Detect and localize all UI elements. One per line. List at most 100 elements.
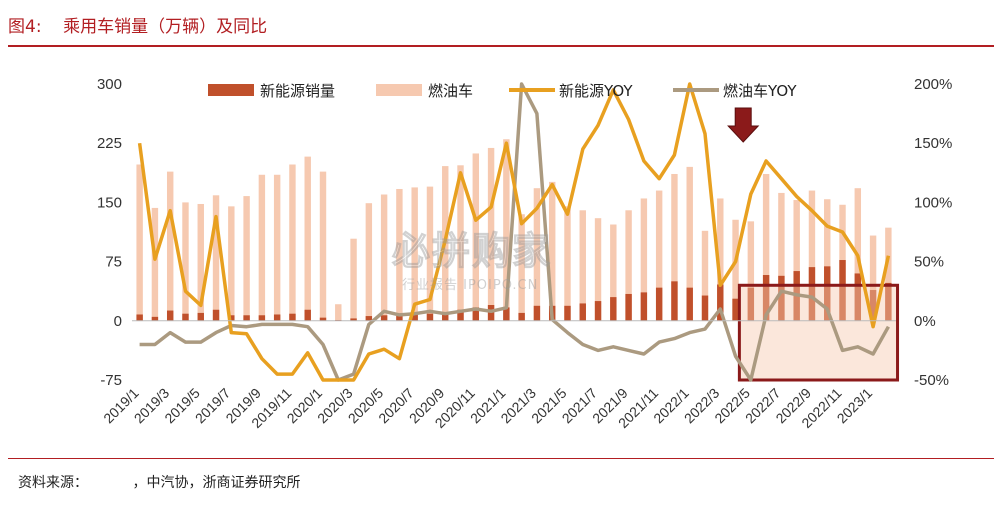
ev-bar [885, 282, 892, 321]
ice-bar [655, 190, 663, 321]
ev-bar [533, 305, 541, 321]
right-tick-label: 0% [914, 313, 936, 330]
ev-bar [625, 293, 632, 321]
figure-title-text: 乘用车销量（万辆）及同比 [63, 17, 268, 37]
ev-bar [671, 281, 678, 321]
ev-bar [869, 290, 877, 321]
sales-yoy-chart: 300225150750-75200%150%100%50%0%-50%2019… [97, 76, 952, 431]
legend: 新能源销量 燃油车 新能源YOY 燃油车YOY [208, 82, 797, 100]
ice-bar [579, 210, 586, 321]
right-tick-label: 50% [914, 254, 944, 271]
ev-bar [839, 260, 846, 321]
ev-bar [701, 295, 709, 321]
ice-bar [426, 186, 434, 321]
source-note: 资料来源： ，中汽协，浙商证券研究所 [18, 475, 301, 491]
ice-bar [518, 214, 525, 321]
down-arrow-icon [727, 107, 760, 143]
ice-bar [197, 203, 204, 321]
left-tick-label: 225 [97, 135, 122, 152]
ice-bar [258, 174, 266, 321]
ice-bar [824, 199, 831, 321]
ice-bar [350, 238, 357, 321]
ice-bar [869, 235, 877, 321]
ice-bar [778, 192, 785, 321]
watermark-main: 必拼购家 [391, 229, 553, 274]
ev-bar [717, 284, 724, 321]
ev-bar [472, 307, 480, 321]
ev-bar [411, 314, 418, 321]
ev-bar [778, 275, 785, 321]
legend-label: 燃油车 [428, 82, 473, 100]
ice-bar [136, 164, 143, 321]
ice-bar [396, 188, 403, 321]
legend-label: 新能源销量 [260, 82, 335, 100]
ice-bar [762, 173, 770, 321]
ev-bar [197, 312, 204, 321]
ice-bar [671, 173, 678, 321]
figure-title: 图4: 乘用车销量（万辆）及同比 [8, 12, 267, 37]
left-tick-label: 0 [114, 313, 122, 330]
ice-bar [487, 147, 495, 321]
ice-bar [793, 200, 800, 321]
ev-bar [564, 305, 571, 321]
ev-bar [824, 266, 831, 321]
ev-bar [365, 316, 373, 321]
ice-bar [533, 188, 541, 321]
legend-label: 燃油车YOY [723, 82, 797, 100]
ev-bar [166, 310, 174, 321]
ev-bar [273, 314, 281, 321]
ice-bar [182, 202, 189, 321]
ice-bar [610, 224, 617, 321]
ev-bar [151, 316, 159, 321]
legend-label: 新能源YOY [559, 82, 633, 100]
right-tick-label: 150% [914, 135, 952, 152]
ev-bar [579, 303, 586, 321]
right-tick-label: 200% [914, 76, 952, 93]
left-tick-label: -75 [100, 372, 122, 389]
ice-bar [273, 174, 281, 321]
x-tick-label: 2023/1 [834, 385, 876, 427]
ev-bar [762, 275, 770, 321]
ev-bar [258, 315, 266, 321]
ice-bar [472, 153, 480, 321]
ice-bar [289, 164, 296, 321]
ice-bar [548, 181, 556, 321]
ev-bar [243, 315, 250, 321]
ice-bar [304, 156, 311, 321]
ice-bar [885, 227, 892, 321]
ev-bar [442, 312, 449, 321]
ev-bar [518, 312, 525, 321]
ice-yoy-line [139, 82, 890, 382]
legend-swatch [376, 84, 422, 96]
ice-bar [717, 198, 724, 321]
ev-bar [686, 287, 693, 321]
ice-bar [457, 165, 464, 321]
ev-yoy-line [137, 82, 891, 382]
ice-bar [686, 166, 693, 321]
ev-bar [289, 313, 296, 321]
ice-bar [243, 196, 250, 321]
ev-bar [350, 318, 357, 321]
ice-bar [151, 207, 159, 321]
ev-bar [655, 287, 663, 321]
ice-bar [747, 221, 755, 321]
ev-bar [426, 313, 434, 321]
left-tick-label: 300 [97, 76, 122, 93]
annotation-layer [727, 107, 760, 143]
legend-swatch [208, 84, 254, 96]
ev-bar [610, 297, 617, 321]
ice-bar [319, 171, 327, 321]
ev-bar [396, 313, 403, 321]
line-layer [137, 82, 891, 382]
ev-bar [747, 287, 755, 321]
left-tick-label: 150 [97, 194, 122, 211]
right-tick-label: -50% [914, 372, 949, 389]
watermark-sub: 行业报告 IPOIPO.CN [402, 278, 539, 293]
ice-bar [732, 219, 739, 321]
footer-rule [8, 458, 994, 459]
ev-bar [854, 273, 862, 321]
ev-bar [304, 309, 311, 321]
ev-bar [182, 313, 189, 321]
ice-bar [212, 195, 220, 321]
ev-bar [594, 301, 602, 321]
